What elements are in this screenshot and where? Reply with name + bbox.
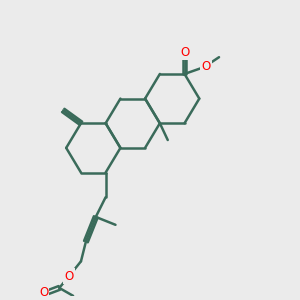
Text: O: O [180,46,189,59]
Text: O: O [202,60,211,73]
Text: O: O [39,286,48,299]
Text: O: O [64,270,74,283]
